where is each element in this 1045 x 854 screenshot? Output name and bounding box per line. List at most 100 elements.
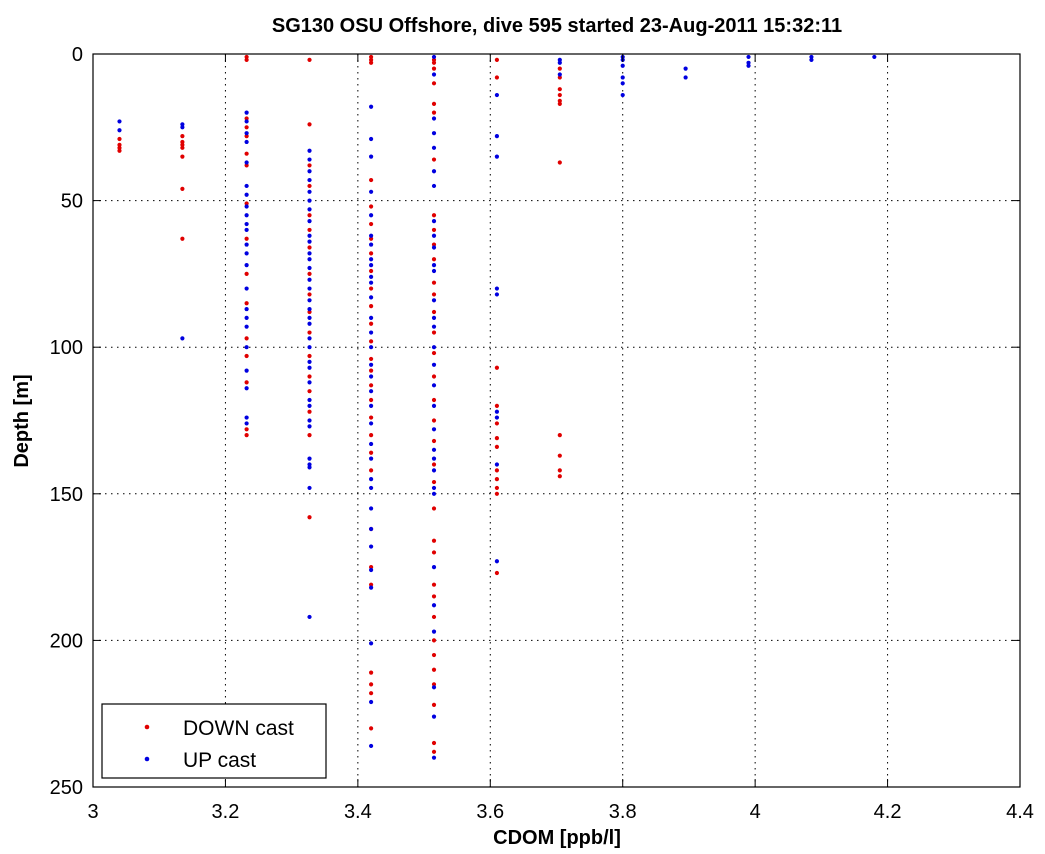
- data-point: [307, 456, 312, 461]
- data-point: [307, 315, 312, 320]
- data-point: [431, 110, 437, 115]
- legend-label-down: DOWN cast: [183, 717, 294, 740]
- data-point: [431, 685, 437, 690]
- data-point: [494, 468, 500, 473]
- data-point: [431, 213, 437, 218]
- data-point: [431, 538, 437, 543]
- data-point: [307, 239, 312, 244]
- data-point: [244, 421, 249, 426]
- data-point: [431, 667, 437, 672]
- data-point: [557, 87, 562, 92]
- data-point: [117, 148, 122, 153]
- x-tick-label: 3.6: [476, 801, 504, 823]
- data-point: [369, 295, 374, 300]
- data-point: [180, 186, 185, 191]
- data-point: [307, 330, 312, 335]
- data-point: [244, 324, 249, 329]
- data-points: [117, 54, 877, 760]
- data-point: [431, 594, 437, 599]
- legend: DOWN cast UP cast: [101, 703, 327, 779]
- data-point: [431, 582, 437, 587]
- data-point: [369, 383, 374, 388]
- data-point: [244, 336, 249, 341]
- data-point: [244, 251, 249, 256]
- data-point: [620, 63, 625, 68]
- data-point: [494, 491, 500, 496]
- data-point: [180, 142, 185, 147]
- legend-marker-up: [144, 756, 150, 762]
- data-point: [494, 462, 500, 467]
- x-tick-label: 4.4: [1006, 801, 1034, 823]
- data-point: [557, 160, 562, 165]
- data-point: [431, 116, 437, 121]
- data-point: [557, 75, 562, 80]
- data-point: [431, 491, 437, 496]
- data-point: [431, 315, 437, 320]
- data-point: [431, 755, 437, 760]
- data-point: [431, 550, 437, 555]
- data-point: [494, 485, 500, 491]
- data-point: [494, 75, 500, 80]
- data-point: [244, 163, 249, 168]
- data-point: [307, 57, 312, 62]
- data-point: [494, 570, 500, 576]
- data-point: [244, 345, 249, 350]
- data-point: [431, 603, 437, 608]
- legend-marker-down: [144, 724, 150, 730]
- data-point: [307, 286, 312, 291]
- data-point: [557, 101, 562, 106]
- data-point: [369, 242, 374, 247]
- data-point: [431, 66, 437, 71]
- data-point: [369, 565, 374, 570]
- data-point: [369, 274, 374, 279]
- data-point: [369, 743, 374, 749]
- data-point: [369, 506, 374, 511]
- legend-box: [101, 703, 327, 779]
- data-point: [431, 462, 437, 467]
- data-point: [431, 397, 437, 403]
- data-point: [307, 277, 312, 282]
- data-point: [307, 515, 312, 520]
- data-point: [494, 365, 500, 370]
- data-point: [431, 345, 437, 350]
- data-point: [244, 183, 249, 189]
- data-point: [369, 699, 374, 705]
- data-point: [557, 57, 562, 62]
- data-point: [431, 157, 437, 162]
- data-point: [180, 145, 185, 150]
- data-point: [431, 479, 437, 485]
- data-point: [244, 353, 249, 359]
- data-point: [244, 139, 249, 145]
- x-tick-label: 4: [750, 801, 761, 823]
- data-point: [369, 339, 374, 344]
- data-point: [369, 544, 374, 549]
- data-point: [369, 641, 374, 646]
- data-point: [431, 54, 437, 60]
- data-point: [431, 81, 437, 86]
- data-point: [431, 57, 437, 62]
- data-point: [307, 213, 312, 218]
- data-point: [244, 160, 249, 165]
- data-point: [494, 286, 500, 291]
- data-point: [180, 236, 185, 241]
- data-point: [307, 345, 312, 350]
- data-point: [307, 265, 312, 271]
- data-point: [369, 236, 374, 241]
- data-point: [746, 54, 751, 60]
- data-point: [431, 298, 437, 303]
- data-point: [746, 63, 751, 68]
- data-point: [307, 292, 312, 297]
- data-point: [431, 652, 437, 658]
- series-up-cast: [117, 54, 877, 760]
- data-point: [244, 286, 249, 291]
- data-point: [369, 362, 374, 367]
- data-point: [369, 526, 374, 532]
- data-point: [307, 207, 312, 212]
- y-tick-label: 150: [50, 484, 83, 506]
- data-point: [557, 98, 562, 104]
- data-point: [431, 749, 437, 754]
- data-point: [307, 157, 312, 162]
- data-point: [809, 57, 814, 62]
- data-point: [557, 72, 562, 77]
- data-point: [557, 433, 562, 438]
